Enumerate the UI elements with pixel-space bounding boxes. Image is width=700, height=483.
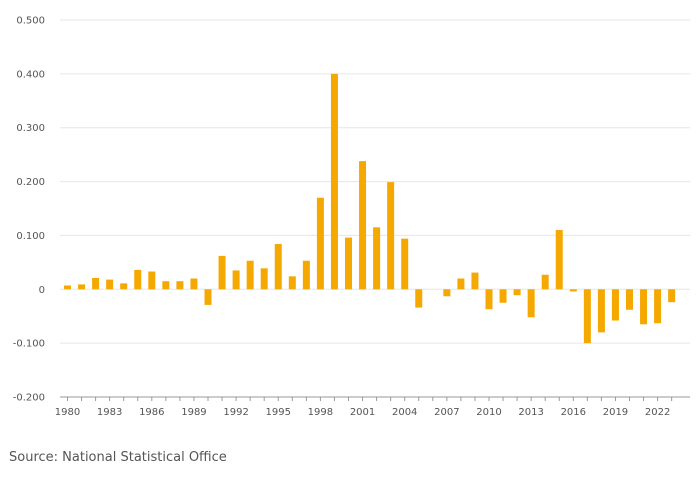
y-tick-label: 0 — [39, 285, 45, 296]
bar-2002 — [373, 227, 381, 290]
bar-1995 — [274, 244, 282, 290]
bar-2023 — [668, 289, 676, 303]
bar-2015 — [555, 230, 563, 290]
bars — [64, 73, 676, 344]
bar-2017 — [583, 289, 591, 344]
x-tick-label: 1980 — [55, 407, 80, 418]
y-tick-label: 0.400 — [16, 69, 45, 80]
bar-1993 — [246, 260, 254, 290]
bar-1991 — [218, 255, 226, 290]
bar-1989 — [190, 278, 198, 290]
bar-1980 — [64, 285, 71, 290]
bar-1992 — [232, 270, 240, 290]
x-tick-label: 1986 — [139, 407, 164, 418]
bar-2007 — [443, 289, 451, 297]
x-tick-label: 1983 — [97, 407, 122, 418]
bar-2016 — [569, 289, 577, 292]
bar-1982 — [92, 277, 100, 290]
bar-2004 — [401, 238, 409, 290]
bar-1994 — [260, 268, 268, 290]
y-tick-label: -0.100 — [13, 339, 45, 350]
bar-2000 — [345, 237, 352, 290]
bar-2010 — [485, 289, 493, 310]
x-tick-label: 1998 — [308, 407, 333, 418]
bar-1990 — [204, 289, 212, 305]
bar-2022 — [654, 289, 662, 324]
bar-1983 — [106, 279, 114, 290]
y-tick-label: 0.200 — [16, 177, 45, 188]
x-tick-label: 2022 — [645, 407, 670, 418]
bar-1999 — [330, 73, 338, 290]
x-tick-label: 2001 — [350, 407, 375, 418]
bar-1996 — [288, 276, 296, 290]
bar-2021 — [640, 289, 648, 325]
bar-2005 — [415, 289, 423, 308]
bar-1997 — [302, 260, 310, 290]
bar-2013 — [527, 289, 535, 318]
bar-2008 — [457, 278, 465, 290]
x-tick-label: 2013 — [518, 407, 543, 418]
x-axis — [60, 396, 690, 401]
x-tick-label: 2019 — [603, 407, 628, 418]
y-axis-tick-labels: 0.500 0.400 0.300 0.200 0.100 0 -0.100 -0.200 — [13, 16, 45, 404]
bar-2018 — [597, 289, 605, 333]
bar-1984 — [120, 283, 128, 290]
bar-2009 — [471, 272, 479, 290]
y-tick-label: -0.200 — [13, 393, 45, 404]
bar-chart: 0.500 0.400 0.300 0.200 0.100 0 -0.100 -0.200 1… — [13, 16, 690, 418]
bar-1998 — [316, 197, 324, 290]
x-tick-label: 2016 — [561, 407, 586, 418]
bar-2020 — [626, 289, 633, 310]
y-tick-label: 0.300 — [16, 123, 45, 134]
bar-2012 — [513, 289, 521, 296]
gridlines — [60, 19, 690, 344]
x-tick-label: 2010 — [476, 407, 501, 418]
x-tick-label: 1995 — [266, 407, 291, 418]
bar-1986 — [148, 271, 156, 290]
bar-2001 — [359, 161, 367, 290]
bar-1985 — [134, 269, 142, 290]
x-axis-tick-labels: 1980 1983 1986 1989 1992 1995 1998 2001 2004 2007… — [55, 407, 671, 418]
x-tick-label: 2004 — [392, 407, 417, 418]
x-tick-label: 1992 — [223, 407, 248, 418]
x-tick-label: 1989 — [181, 407, 206, 418]
source-note: Source: National Statistical Office — [9, 450, 227, 465]
bar-2019 — [611, 289, 619, 321]
y-tick-label: 0.500 — [16, 16, 45, 27]
bar-2003 — [387, 182, 395, 290]
bar-1987 — [162, 281, 170, 290]
bar-2014 — [541, 274, 549, 290]
x-tick-label: 2007 — [434, 407, 459, 418]
y-tick-label: 0.100 — [16, 231, 45, 242]
bar-2011 — [499, 289, 507, 303]
bar-1981 — [78, 284, 86, 290]
bar-1988 — [176, 281, 184, 290]
